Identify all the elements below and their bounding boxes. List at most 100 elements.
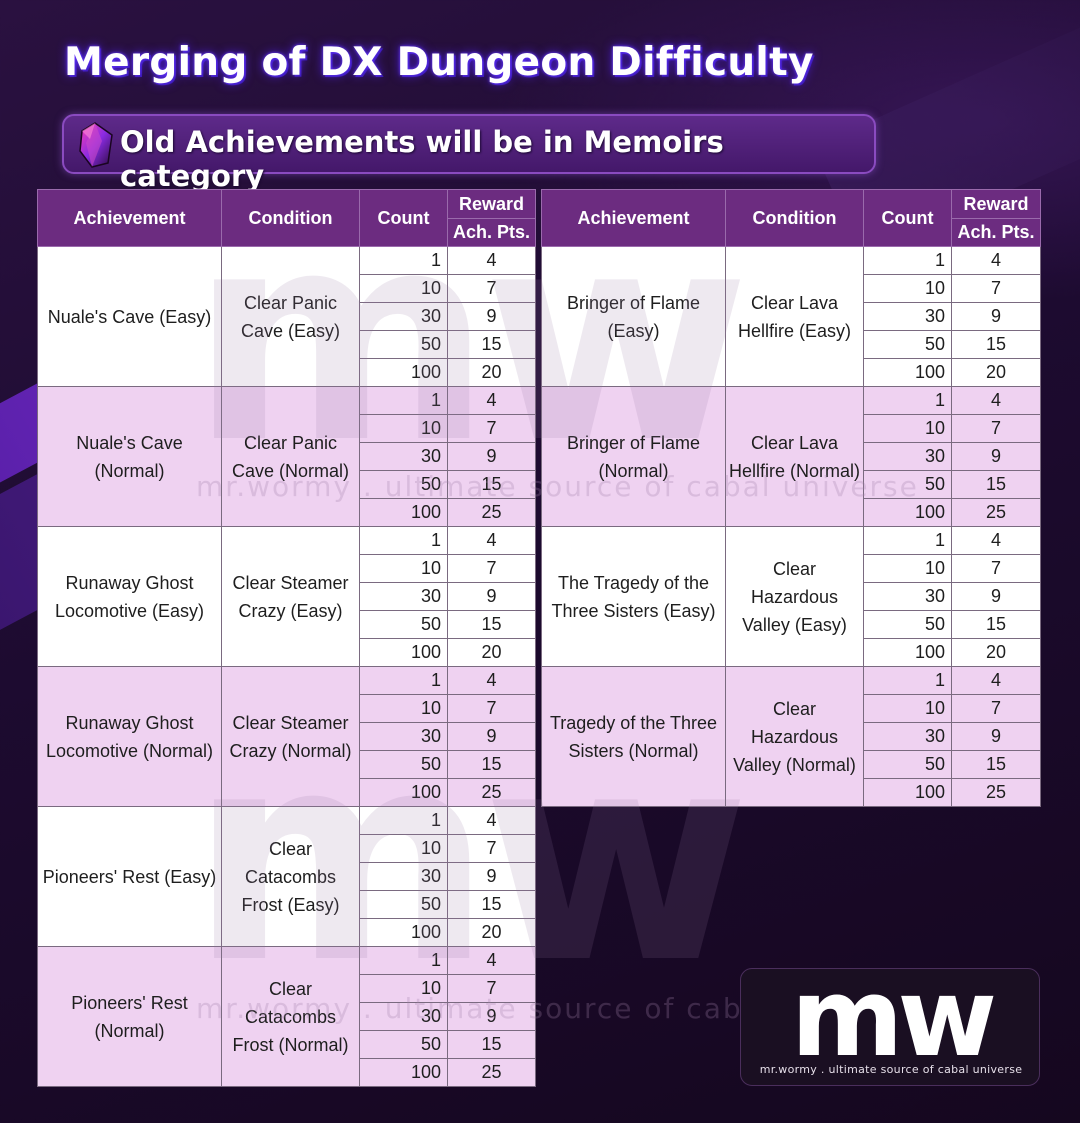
header-count: Count	[863, 189, 952, 247]
table-row: 30 9	[542, 302, 1041, 331]
count-cell: 100	[359, 358, 448, 387]
table-row: 30 9	[38, 302, 536, 331]
ach-pts-cell: 15	[951, 750, 1041, 779]
ach-pts-cell: 15	[951, 610, 1041, 639]
count-cell: 10	[359, 694, 448, 723]
count-cell: 30	[863, 722, 952, 751]
ach-pts-cell: 20	[447, 638, 536, 667]
ach-pts-cell: 4	[447, 246, 536, 275]
achievement-name: The Tragedy of the Three Sisters (Easy)	[541, 526, 726, 667]
ach-pts-cell: 20	[447, 918, 536, 947]
table-row: 10 7	[542, 274, 1041, 303]
ach-pts-cell: 4	[951, 246, 1041, 275]
ach-pts-cell: 7	[447, 834, 536, 863]
count-cell: 1	[359, 946, 448, 975]
count-cell: 50	[863, 470, 952, 499]
page-title: Merging of DX Dungeon Difficulty	[64, 40, 814, 85]
table-row: 10 7	[542, 414, 1041, 443]
table-row: 50 15	[38, 1030, 536, 1059]
header-condition: Condition	[725, 189, 864, 247]
table-row: The Tragedy of the Three Sisters (Easy) C…	[541, 526, 1041, 667]
count-cell: 1	[359, 386, 448, 415]
ach-pts-cell: 7	[447, 694, 536, 723]
count-cell: 30	[863, 302, 952, 331]
achievement-condition: Clear Catacombs Frost (Normal)	[221, 946, 360, 1087]
header-achievement: Achievement	[37, 189, 222, 247]
achievement-condition: Clear Lava Hellfire (Easy)	[725, 246, 864, 387]
ach-pts-cell: 15	[447, 330, 536, 359]
count-cell: 50	[359, 890, 448, 919]
count-cell: 10	[359, 554, 448, 583]
memoirs-banner: Old Achievements will be in Memoirs cate…	[62, 114, 876, 193]
table-row: 30 9	[542, 722, 1041, 751]
header-count: Count	[359, 189, 448, 247]
ach-pts-cell: 7	[951, 274, 1041, 303]
table-row: 50 15	[38, 750, 536, 779]
achievement-condition: Clear Lava Hellfire (Normal)	[725, 386, 864, 527]
ach-pts-cell: 4	[447, 526, 536, 555]
ach-pts-cell: 9	[447, 442, 536, 471]
achievement-condition: Clear Steamer Crazy (Easy)	[221, 526, 360, 667]
table-row: 50 15	[542, 470, 1041, 499]
count-cell: 50	[359, 1030, 448, 1059]
header-ach-pts: Ach. Pts.	[951, 218, 1041, 247]
count-cell: 1	[863, 246, 952, 275]
count-cell: 100	[863, 638, 952, 667]
count-cell: 50	[359, 330, 448, 359]
ach-pts-cell: 4	[951, 526, 1041, 555]
count-cell: 100	[359, 638, 448, 667]
count-cell: 10	[359, 974, 448, 1003]
ach-pts-cell: 15	[951, 470, 1041, 499]
table-row: 50 15	[542, 330, 1041, 359]
count-cell: 10	[863, 554, 952, 583]
ach-pts-cell: 25	[447, 778, 536, 807]
ach-pts-cell: 4	[951, 666, 1041, 695]
count-cell: 1	[359, 246, 448, 275]
count-cell: 30	[359, 302, 448, 331]
ach-pts-cell: 4	[447, 386, 536, 415]
count-cell: 50	[359, 750, 448, 779]
table-row: Pioneers' Rest (Normal) Clear Catacombs F…	[37, 946, 536, 1087]
table-row: 50 15	[542, 610, 1041, 639]
count-cell: 10	[863, 414, 952, 443]
header-reward: Reward	[951, 189, 1041, 219]
table-row: Runaway Ghost Locomotive (Easy) Clear Ste…	[37, 526, 536, 667]
table-row: Tragedy of the Three Sisters (Normal) Cle…	[541, 666, 1041, 807]
table-row: 100 25	[542, 778, 1041, 807]
crystal-gem-icon	[79, 122, 113, 168]
achievement-name: Bringer of Flame (Normal)	[541, 386, 726, 527]
table-row: 30 9	[38, 582, 536, 611]
ach-pts-cell: 25	[951, 778, 1041, 807]
table-row: 10 7	[38, 694, 536, 723]
ach-pts-cell: 9	[447, 722, 536, 751]
count-cell: 100	[863, 498, 952, 527]
count-cell: 50	[359, 470, 448, 499]
ach-pts-cell: 25	[951, 498, 1041, 527]
header-achievement: Achievement	[541, 189, 726, 247]
table-row: 10 7	[38, 554, 536, 583]
ach-pts-cell: 7	[447, 414, 536, 443]
count-cell: 30	[359, 582, 448, 611]
ach-pts-cell: 25	[447, 498, 536, 527]
table-row: Pioneers' Rest (Easy) Clear Catacombs Fro…	[37, 806, 536, 947]
ach-pts-cell: 15	[447, 750, 536, 779]
achievement-condition: Clear Panic Cave (Easy)	[221, 246, 360, 387]
count-cell: 1	[359, 666, 448, 695]
count-cell: 30	[359, 1002, 448, 1031]
logo-tagline: mr.wormy . ultimate source of cabal univ…	[759, 1063, 1023, 1076]
header-ach-pts: Ach. Pts.	[447, 218, 536, 247]
right-achievement-table: Achievement Condition Count Reward Ach. …	[541, 189, 1041, 807]
ach-pts-cell: 4	[447, 666, 536, 695]
table-row: Bringer of Flame (Easy) Clear Lava Hellfi…	[541, 246, 1041, 387]
ach-pts-cell: 7	[951, 694, 1041, 723]
count-cell: 100	[359, 1058, 448, 1087]
achievement-name: Runaway Ghost Locomotive (Normal)	[37, 666, 222, 807]
count-cell: 10	[359, 834, 448, 863]
achievement-condition: Clear Panic Cave (Normal)	[221, 386, 360, 527]
header-reward: Reward	[447, 189, 536, 219]
ach-pts-cell: 7	[447, 974, 536, 1003]
logo-mark: mw	[790, 956, 997, 1081]
count-cell: 1	[863, 386, 952, 415]
ach-pts-cell: 20	[951, 638, 1041, 667]
ach-pts-cell: 9	[951, 722, 1041, 751]
